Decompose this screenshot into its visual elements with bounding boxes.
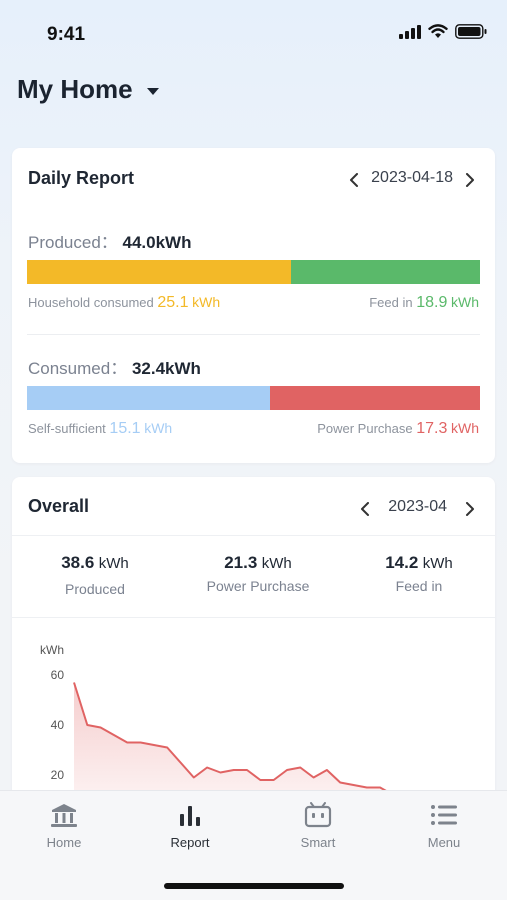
household-consumed-segment [27, 260, 292, 284]
y-tick-label: 60 [51, 668, 65, 682]
stat-unit: kWh [98, 555, 129, 572]
produced-row: Produced： 44.0kWh [28, 228, 192, 253]
divider [12, 535, 495, 536]
consumed-label: Consumed： [28, 359, 128, 378]
tab-bar: Home Report Smart [0, 790, 507, 900]
power-purchase-segment [270, 386, 480, 410]
chart-area [74, 682, 460, 825]
feed-in-unit: kWh [451, 294, 479, 310]
power-purchase-value: 17.3 [416, 420, 448, 437]
produced-bar [27, 260, 480, 284]
divider [12, 617, 495, 618]
overall-date[interactable]: 2023-04 [388, 498, 447, 515]
daily-report-title: Daily Report [28, 168, 135, 188]
chevron-right-icon[interactable] [465, 173, 475, 187]
self-sufficient-value: 15.1 [109, 420, 141, 437]
power-purchase-label: Power Purchase [317, 421, 413, 436]
y-tick-label: 20 [51, 768, 65, 782]
y-tick-label: 40 [51, 718, 65, 732]
bar-chart-icon [145, 801, 235, 829]
overall-date-nav: 2023-04 [360, 498, 475, 516]
stat-label: Power Purchase [206, 578, 310, 594]
self-sufficient-unit: kWh [144, 420, 173, 436]
robot-icon [273, 801, 363, 829]
household-consumed-unit: kWh [192, 294, 221, 310]
bank-icon [19, 801, 109, 829]
feed-in-segment [291, 260, 480, 284]
stat-label: Produced [65, 581, 125, 597]
consumed-row: Consumed： 32.4kWh [28, 354, 201, 379]
feed-in-value: 18.9 [416, 294, 448, 311]
power-purchase-unit: kWh [451, 420, 479, 436]
stat-value: 14.2 [385, 553, 419, 572]
wifi-icon [428, 24, 448, 44]
tab-home-label: Home [46, 835, 82, 850]
tab-menu[interactable]: Menu [399, 801, 489, 850]
stat-power-purchase: 21.3 kWh Power Purchase [178, 553, 338, 594]
daily-report-card: Daily Report 2023-04-18 Produced： 44.0kW… [12, 148, 495, 463]
chevron-left-icon[interactable] [349, 173, 359, 187]
household-consumed-label: Household consumed [28, 295, 154, 310]
feed-in-info: Feed in 18.9 kWh [369, 294, 479, 312]
overall-card: Overall 2023-04 38.6 kWh Produced 21.3 k… [12, 477, 495, 837]
home-indicator [164, 883, 344, 889]
status-icons [399, 24, 487, 44]
overall-title: Overall [28, 496, 90, 516]
chevron-right-icon[interactable] [465, 502, 475, 516]
stat-unit: kWh [261, 555, 292, 572]
tab-report-label: Report [170, 835, 210, 850]
tab-menu-label: Menu [427, 835, 461, 850]
battery-icon [455, 24, 487, 44]
daily-date-nav: 2023-04-18 [349, 169, 475, 187]
self-sufficient-segment [27, 386, 271, 410]
stat-unit: kWh [422, 555, 453, 572]
stat-value: 21.3 [224, 553, 258, 572]
caret-down-icon [146, 88, 159, 95]
home-selector[interactable]: My Home [17, 74, 159, 105]
divider [27, 334, 480, 335]
self-sufficient-label: Self-sufficient [28, 421, 106, 436]
stat-produced: 38.6 kWh Produced [15, 553, 175, 597]
tab-smart[interactable]: Smart [273, 801, 363, 850]
status-time: 9:41 [47, 24, 86, 45]
stat-value: 38.6 [61, 553, 95, 572]
tab-smart-label: Smart [300, 835, 336, 850]
home-title: My Home [17, 74, 133, 104]
stat-label: Feed in [395, 578, 443, 594]
tab-report[interactable]: Report [145, 801, 235, 850]
household-consumed-info: Household consumed 25.1 kWh [28, 294, 220, 312]
consumed-bar [27, 386, 480, 410]
feed-in-label: Feed in [369, 295, 413, 310]
power-purchase-info: Power Purchase 17.3 kWh [317, 420, 479, 438]
y-axis-unit: kWh [40, 643, 64, 657]
produced-label: Produced： [28, 233, 118, 252]
consumed-value: 32.4kWh [131, 359, 201, 378]
household-consumed-value: 25.1 [157, 294, 189, 311]
chevron-left-icon[interactable] [360, 502, 370, 516]
daily-date[interactable]: 2023-04-18 [371, 169, 453, 186]
list-icon [399, 801, 489, 829]
self-sufficient-info: Self-sufficient 15.1 kWh [28, 420, 172, 438]
status-bar: 9:41 [0, 0, 507, 62]
stat-feed-in: 14.2 kWh Feed in [339, 553, 495, 594]
produced-value: 44.0kWh [122, 233, 192, 252]
cellular-signal-icon [399, 24, 421, 44]
tab-home[interactable]: Home [19, 801, 109, 850]
